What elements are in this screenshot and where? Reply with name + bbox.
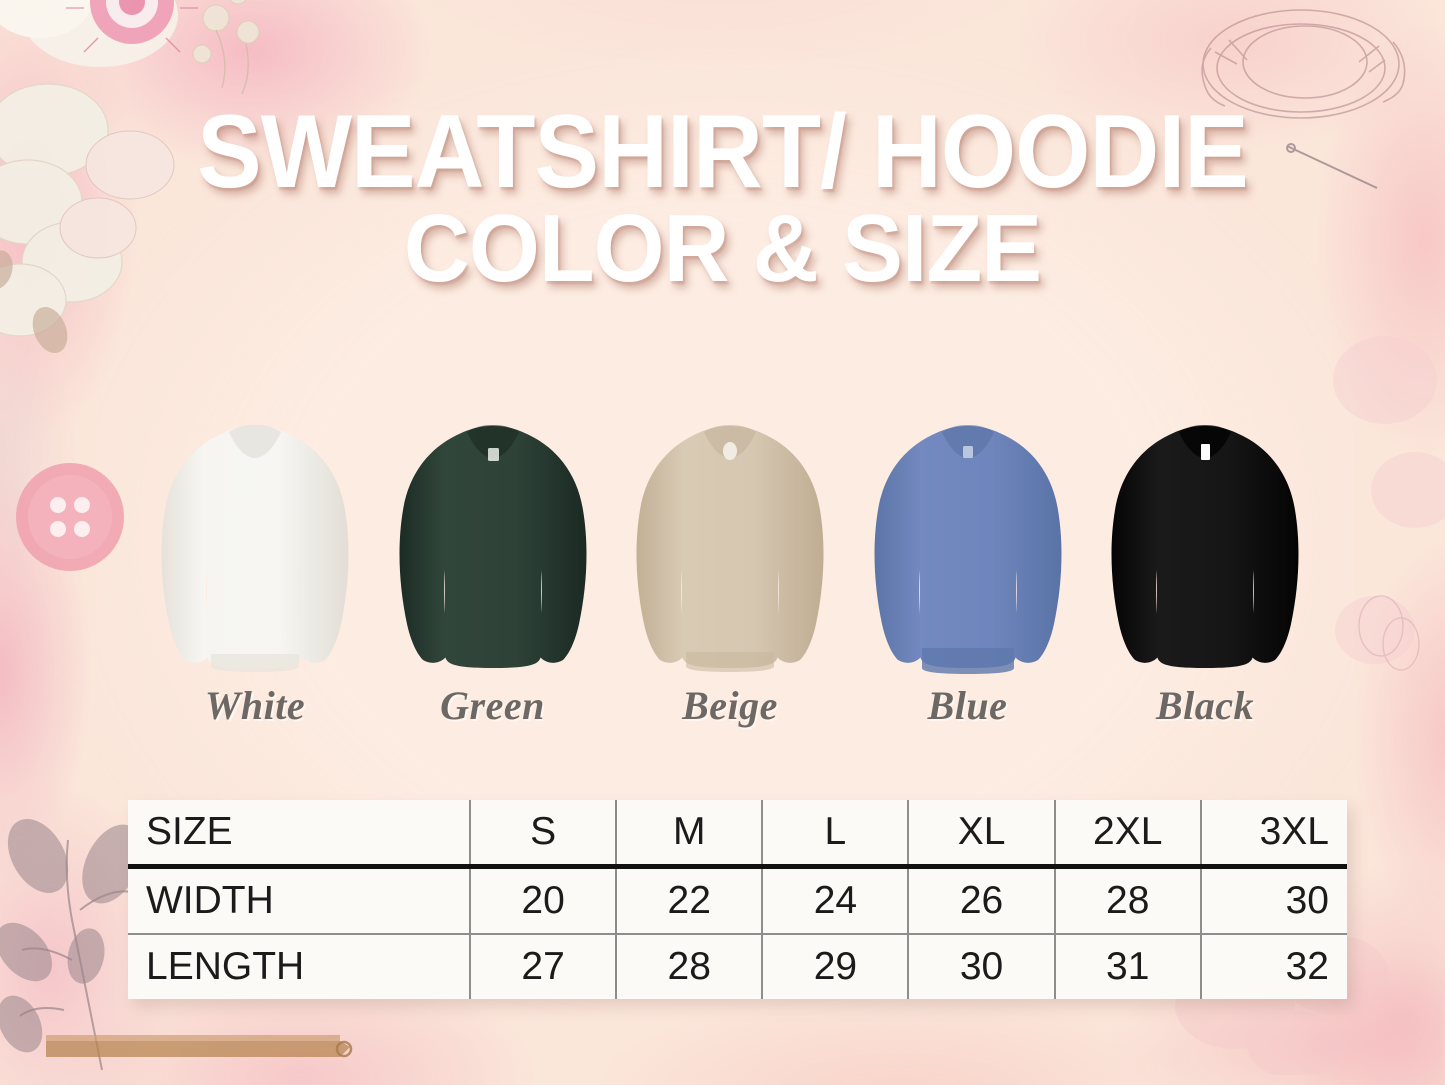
sweatshirt-icon bbox=[636, 425, 824, 672]
color-label: Blue bbox=[927, 683, 1008, 728]
neck-tag-icon bbox=[723, 442, 737, 460]
header-size-l: L bbox=[762, 800, 910, 869]
width-3xl: 30 bbox=[1200, 866, 1347, 935]
header-size-m: M bbox=[616, 800, 764, 869]
size-table-container: SIZE S M L XL 2XL 3XL WIDTH 20 22 24 26 … bbox=[128, 800, 1347, 999]
width-2xl: 28 bbox=[1054, 866, 1202, 935]
length-s: 27 bbox=[470, 934, 618, 999]
width-m: 22 bbox=[616, 866, 764, 935]
width-l: 24 bbox=[762, 866, 910, 935]
neck-tag-icon bbox=[1201, 444, 1210, 460]
sweatshirt-icon bbox=[874, 425, 1061, 674]
header-size: SIZE bbox=[128, 800, 471, 869]
header-size-3xl: 3XL bbox=[1200, 800, 1347, 869]
length-l: 29 bbox=[762, 934, 910, 999]
sweatshirt-icon bbox=[161, 425, 349, 672]
color-swatch-blue[interactable]: Blue bbox=[863, 418, 1073, 729]
table-header-row: SIZE S M L XL 2XL 3XL bbox=[128, 800, 1347, 869]
table-row-width: WIDTH 20 22 24 26 28 30 bbox=[128, 866, 1347, 935]
page-title: SWEATSHIRT/ HOODIE COLOR & SIZE bbox=[0, 94, 1445, 302]
title-line-1: SWEATSHIRT/ HOODIE bbox=[197, 94, 1249, 210]
row-label-length: LENGTH bbox=[128, 934, 471, 999]
header-size-s: S bbox=[470, 800, 618, 869]
row-label-width: WIDTH bbox=[128, 866, 471, 935]
header-size-xl: XL bbox=[908, 800, 1056, 869]
neck-tag-icon bbox=[487, 448, 499, 461]
length-xl: 30 bbox=[908, 934, 1056, 999]
color-swatch-green[interactable]: Green bbox=[388, 418, 598, 729]
sweatshirt-icon bbox=[1111, 425, 1299, 668]
size-table: SIZE S M L XL 2XL 3XL WIDTH 20 22 24 26 … bbox=[128, 800, 1347, 999]
color-label: Green bbox=[440, 683, 545, 728]
color-label: Black bbox=[1155, 683, 1255, 728]
color-swatch-white[interactable]: White bbox=[150, 418, 360, 729]
sweatshirt-icon bbox=[399, 425, 586, 668]
length-m: 28 bbox=[616, 934, 764, 999]
table-row-length: LENGTH 27 28 29 30 31 32 bbox=[128, 934, 1347, 999]
title-line-2: COLOR & SIZE bbox=[403, 194, 1042, 302]
color-swatch-beige[interactable]: Beige bbox=[625, 418, 835, 729]
color-label: Beige bbox=[682, 683, 778, 728]
color-swatch-black[interactable]: Black bbox=[1100, 418, 1310, 729]
header-size-2xl: 2XL bbox=[1054, 800, 1202, 869]
color-swatch-row: White Green bbox=[150, 418, 1310, 738]
color-label: White bbox=[204, 683, 306, 728]
length-3xl: 32 bbox=[1285, 945, 1329, 988]
length-2xl: 31 bbox=[1054, 934, 1202, 999]
width-xl: 26 bbox=[908, 866, 1056, 935]
width-s: 20 bbox=[470, 866, 618, 935]
neck-tag-icon bbox=[962, 446, 973, 458]
